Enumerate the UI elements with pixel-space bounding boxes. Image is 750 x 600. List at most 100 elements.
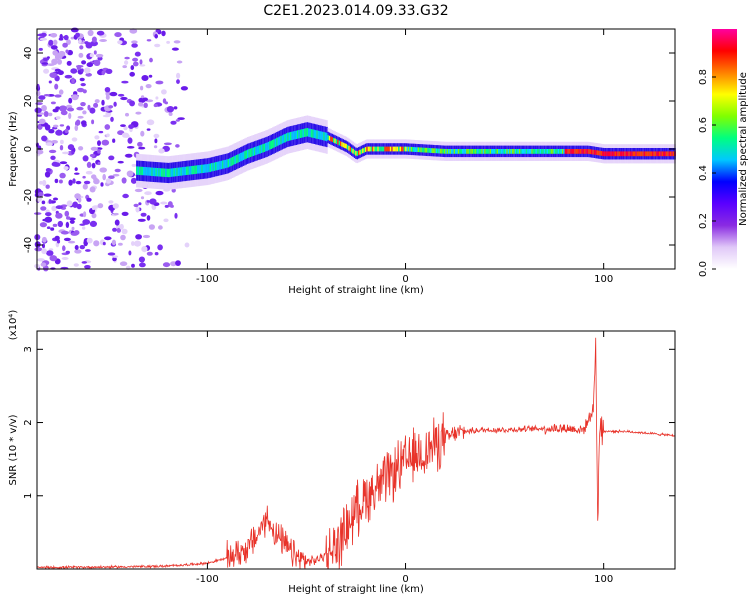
heatmap-cell	[117, 93, 125, 97]
heatmap-cell	[198, 165, 201, 174]
heatmap-cell	[649, 151, 651, 157]
heatmap-cell	[66, 39, 71, 45]
heatmap-cell	[624, 151, 626, 157]
heatmap-cell	[129, 28, 138, 34]
heatmap-cell	[65, 250, 71, 254]
heatmap-cell	[177, 167, 180, 176]
heatmap-cell	[43, 94, 50, 97]
heatmap-cell	[635, 151, 637, 157]
heatmap-cell	[188, 166, 191, 175]
heatmap-cell	[654, 151, 657, 157]
heatmap-cell	[227, 159, 230, 168]
heatmap-cell	[89, 153, 96, 158]
heatmap-cell	[667, 151, 669, 157]
heatmap-cell	[659, 151, 661, 157]
heatmap-cell	[76, 106, 84, 111]
heatmap-cell	[596, 150, 599, 156]
heatmap-cell	[133, 61, 139, 67]
heatmap-cell	[91, 206, 96, 210]
heatmap-cell	[627, 151, 629, 157]
colorbar-gradient	[712, 29, 737, 269]
heatmap-cell	[38, 118, 46, 125]
heatmap-cell	[50, 33, 58, 38]
heatmap-cell	[609, 151, 611, 157]
heatmap-cell	[457, 149, 460, 154]
heatmap-cell	[99, 39, 107, 42]
heatmap-cell	[364, 147, 367, 152]
heatmap-cell	[86, 62, 94, 68]
heatmap-cell	[79, 45, 84, 50]
heatmap-cell	[83, 180, 91, 185]
heatmap-cell	[520, 149, 522, 154]
heatmap-cell	[237, 154, 239, 163]
heatmap-cell	[43, 111, 49, 117]
heatmap-cell	[177, 117, 185, 120]
heatmap-cell	[278, 136, 281, 145]
heatmap-cell	[588, 149, 590, 154]
x-tick-label: 0	[402, 274, 408, 285]
heatmap-cell	[427, 147, 429, 153]
heatmap-cell	[59, 145, 64, 151]
heatmap-cell	[68, 217, 76, 221]
heatmap-cell	[43, 68, 50, 74]
heatmap-cell	[586, 149, 589, 154]
colorbar-tick-label: 0.6	[698, 117, 709, 133]
heatmap-cell	[398, 146, 400, 152]
heatmap-cell	[45, 212, 52, 217]
heatmap-cell	[138, 146, 146, 150]
heatmap-cell	[344, 143, 346, 148]
heatmap-cell	[391, 146, 393, 152]
heatmap-cell	[58, 179, 63, 184]
heatmap-cell	[82, 175, 86, 179]
heatmap-cell	[112, 173, 120, 177]
heatmap-cell	[93, 59, 101, 66]
heatmap-cell	[552, 149, 554, 154]
heatmap-cell	[235, 155, 238, 164]
heatmap-cell	[121, 177, 127, 184]
snr-xlabel: Height of straight line (km)	[288, 584, 424, 595]
heatmap-cell	[54, 178, 59, 184]
heatmap-cell	[50, 155, 56, 160]
heatmap-cell	[82, 183, 88, 190]
spectrogram-panel: -100 0 100 -40 -20 0 20 40 Height of straight l…	[8, 27, 676, 296]
heatmap-cell	[119, 261, 128, 267]
heatmap-cell	[153, 133, 160, 139]
heatmap-cell	[197, 165, 199, 174]
heatmap-cell	[306, 128, 309, 137]
heatmap-cell	[492, 149, 495, 154]
heatmap-cell	[87, 29, 94, 37]
heatmap-cell	[48, 80, 52, 84]
heatmap-cell	[616, 151, 618, 157]
heatmap-cell	[517, 149, 520, 154]
heatmap-cell	[206, 164, 209, 173]
heatmap-cell	[284, 133, 287, 143]
heatmap-cell	[63, 166, 69, 171]
heatmap-cell	[54, 94, 62, 98]
heatmap-cell	[496, 149, 499, 154]
heatmap-cell	[63, 237, 71, 242]
heatmap-cell	[148, 74, 153, 78]
colorbar-ticks: 0.0 0.2 0.4 0.6 0.8	[698, 69, 716, 277]
heatmap-cell	[48, 112, 53, 117]
heatmap-cell	[432, 148, 435, 154]
heatmap-cell	[213, 162, 216, 171]
heatmap-cell	[462, 149, 464, 154]
heatmap-cell	[611, 151, 614, 157]
heatmap-cell	[450, 149, 453, 154]
heatmap-cell	[219, 161, 221, 170]
heatmap-cell	[152, 167, 155, 177]
heatmap-cell	[121, 80, 129, 84]
heatmap-cell	[43, 193, 52, 197]
heatmap-cell	[113, 101, 117, 107]
heatmap-cell	[61, 257, 69, 260]
heatmap-cell	[78, 52, 84, 58]
heatmap-cell	[146, 39, 152, 42]
heatmap-cell	[224, 159, 227, 169]
snr-ticks: -100 0 100 1 2 3	[23, 331, 675, 585]
heatmap-cell	[121, 211, 129, 216]
heatmap-cell	[97, 140, 101, 147]
heatmap-cell	[559, 149, 561, 154]
heatmap-cell	[125, 153, 133, 158]
heatmap-cell	[645, 151, 647, 157]
heatmap-cell	[34, 107, 42, 114]
